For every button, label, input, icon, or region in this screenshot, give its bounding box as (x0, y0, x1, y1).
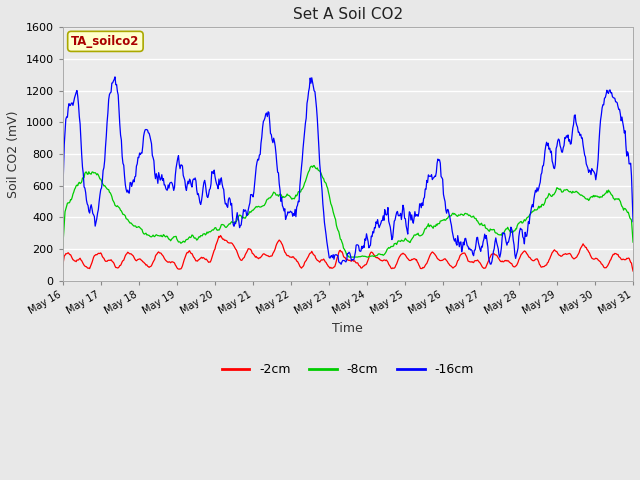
Text: TA_soilco2: TA_soilco2 (71, 35, 140, 48)
Title: Set A Soil CO2: Set A Soil CO2 (292, 7, 403, 22)
X-axis label: Time: Time (332, 322, 364, 335)
Legend: -2cm, -8cm, -16cm: -2cm, -8cm, -16cm (216, 358, 479, 381)
Y-axis label: Soil CO2 (mV): Soil CO2 (mV) (7, 110, 20, 198)
